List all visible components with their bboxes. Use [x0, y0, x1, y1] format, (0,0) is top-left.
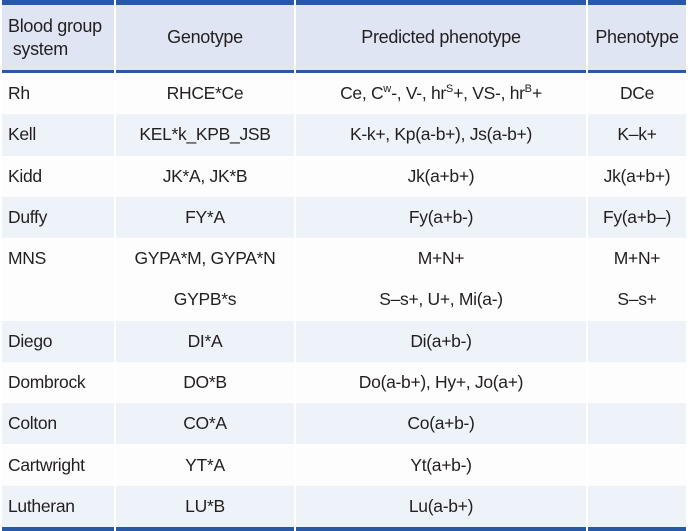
- cell-system: [2, 279, 114, 321]
- cell-predicted: Di(a+b-): [296, 320, 586, 362]
- cell-system: Lutheran: [2, 485, 114, 531]
- table-row: Dombrock DO*B Do(a-b+), Hy+, Jo(a+): [2, 361, 686, 404]
- cell-predicted: Do(a-b+), Hy+, Jo(a+): [296, 361, 586, 404]
- cell-phenotype: DCe: [588, 73, 686, 115]
- table-header: Blood group system Genotype Predicted ph…: [2, 0, 686, 73]
- cell-genotype: RHCE*Ce: [116, 73, 294, 115]
- table-row: GYPB*s S–s+, U+, Mi(a-) S–s+: [2, 279, 686, 321]
- cell-predicted: M+N+: [296, 238, 586, 280]
- table-body: Rh RHCE*Ce Ce, Cw-, V-, hrS+, VS-, hrB+ DCe…: [2, 73, 686, 531]
- cell-phenotype: Jk(a+b+): [588, 155, 686, 197]
- header-blood-group-system: Blood group system: [2, 0, 114, 73]
- cell-genotype: CO*A: [116, 403, 294, 445]
- cell-system: Rh: [2, 73, 114, 115]
- cell-phenotype: M+N+: [588, 238, 686, 280]
- cell-system: MNS: [2, 238, 114, 280]
- header-predicted-phenotype: Predicted phenotype: [296, 0, 586, 73]
- cell-system: Cartwright: [2, 444, 114, 486]
- cell-system: Colton: [2, 403, 114, 445]
- cell-system: Kidd: [2, 155, 114, 197]
- cell-phenotype: S–s+: [588, 279, 686, 321]
- cell-phenotype: [588, 320, 686, 362]
- cell-phenotype: [588, 485, 686, 531]
- table-row: Kidd JK*A, JK*B Jk(a+b+) Jk(a+b+): [2, 155, 686, 197]
- header-row: Blood group system Genotype Predicted ph…: [2, 0, 686, 73]
- cell-genotype: DO*B: [116, 361, 294, 404]
- cell-predicted: K-k+, Kp(a-b+), Js(a-b+): [296, 114, 586, 156]
- table-row: MNS GYPA*M, GYPA*N M+N+ M+N+: [2, 238, 686, 280]
- cell-genotype: YT*A: [116, 444, 294, 486]
- table-row: Rh RHCE*Ce Ce, Cw-, V-, hrS+, VS-, hrB+ DCe: [2, 73, 686, 115]
- cell-predicted: Fy(a+b-): [296, 196, 586, 239]
- cell-phenotype: K–k+: [588, 114, 686, 156]
- cell-predicted: Co(a+b-): [296, 403, 586, 445]
- cell-predicted: Lu(a-b+): [296, 485, 586, 531]
- table-row: Cartwright YT*A Yt(a+b-): [2, 444, 686, 486]
- cell-phenotype: Fy(a+b–): [588, 196, 686, 239]
- cell-genotype: LU*B: [116, 485, 294, 531]
- table-row: Kell KEL*k_KPB_JSB K-k+, Kp(a-b+), Js(a-b+…: [2, 114, 686, 156]
- cell-genotype: JK*A, JK*B: [116, 155, 294, 197]
- cell-genotype: FY*A: [116, 196, 294, 239]
- header-phenotype: Phenotype: [588, 0, 686, 73]
- cell-system: Duffy: [2, 196, 114, 239]
- cell-system: Diego: [2, 320, 114, 362]
- cell-genotype: DI*A: [116, 320, 294, 362]
- cell-genotype: KEL*k_KPB_JSB: [116, 114, 294, 156]
- table-row: Diego DI*A Di(a+b-): [2, 320, 686, 362]
- cell-predicted: Yt(a+b-): [296, 444, 586, 486]
- table-row: Lutheran LU*B Lu(a-b+): [2, 485, 686, 531]
- header-genotype: Genotype: [116, 0, 294, 73]
- cell-genotype: GYPA*M, GYPA*N: [116, 238, 294, 280]
- cell-predicted: Jk(a+b+): [296, 155, 586, 197]
- table-row: Duffy FY*A Fy(a+b-) Fy(a+b–): [2, 196, 686, 239]
- cell-phenotype: [588, 403, 686, 445]
- table-row: Colton CO*A Co(a+b-): [2, 403, 686, 445]
- cell-phenotype: [588, 444, 686, 486]
- cell-system: Kell: [2, 114, 114, 156]
- cell-system: Dombrock: [2, 361, 114, 404]
- cell-genotype: GYPB*s: [116, 279, 294, 321]
- cell-phenotype: [588, 361, 686, 404]
- cell-predicted: Ce, Cw-, V-, hrS+, VS-, hrB+: [296, 73, 586, 115]
- cell-predicted: S–s+, U+, Mi(a-): [296, 279, 586, 321]
